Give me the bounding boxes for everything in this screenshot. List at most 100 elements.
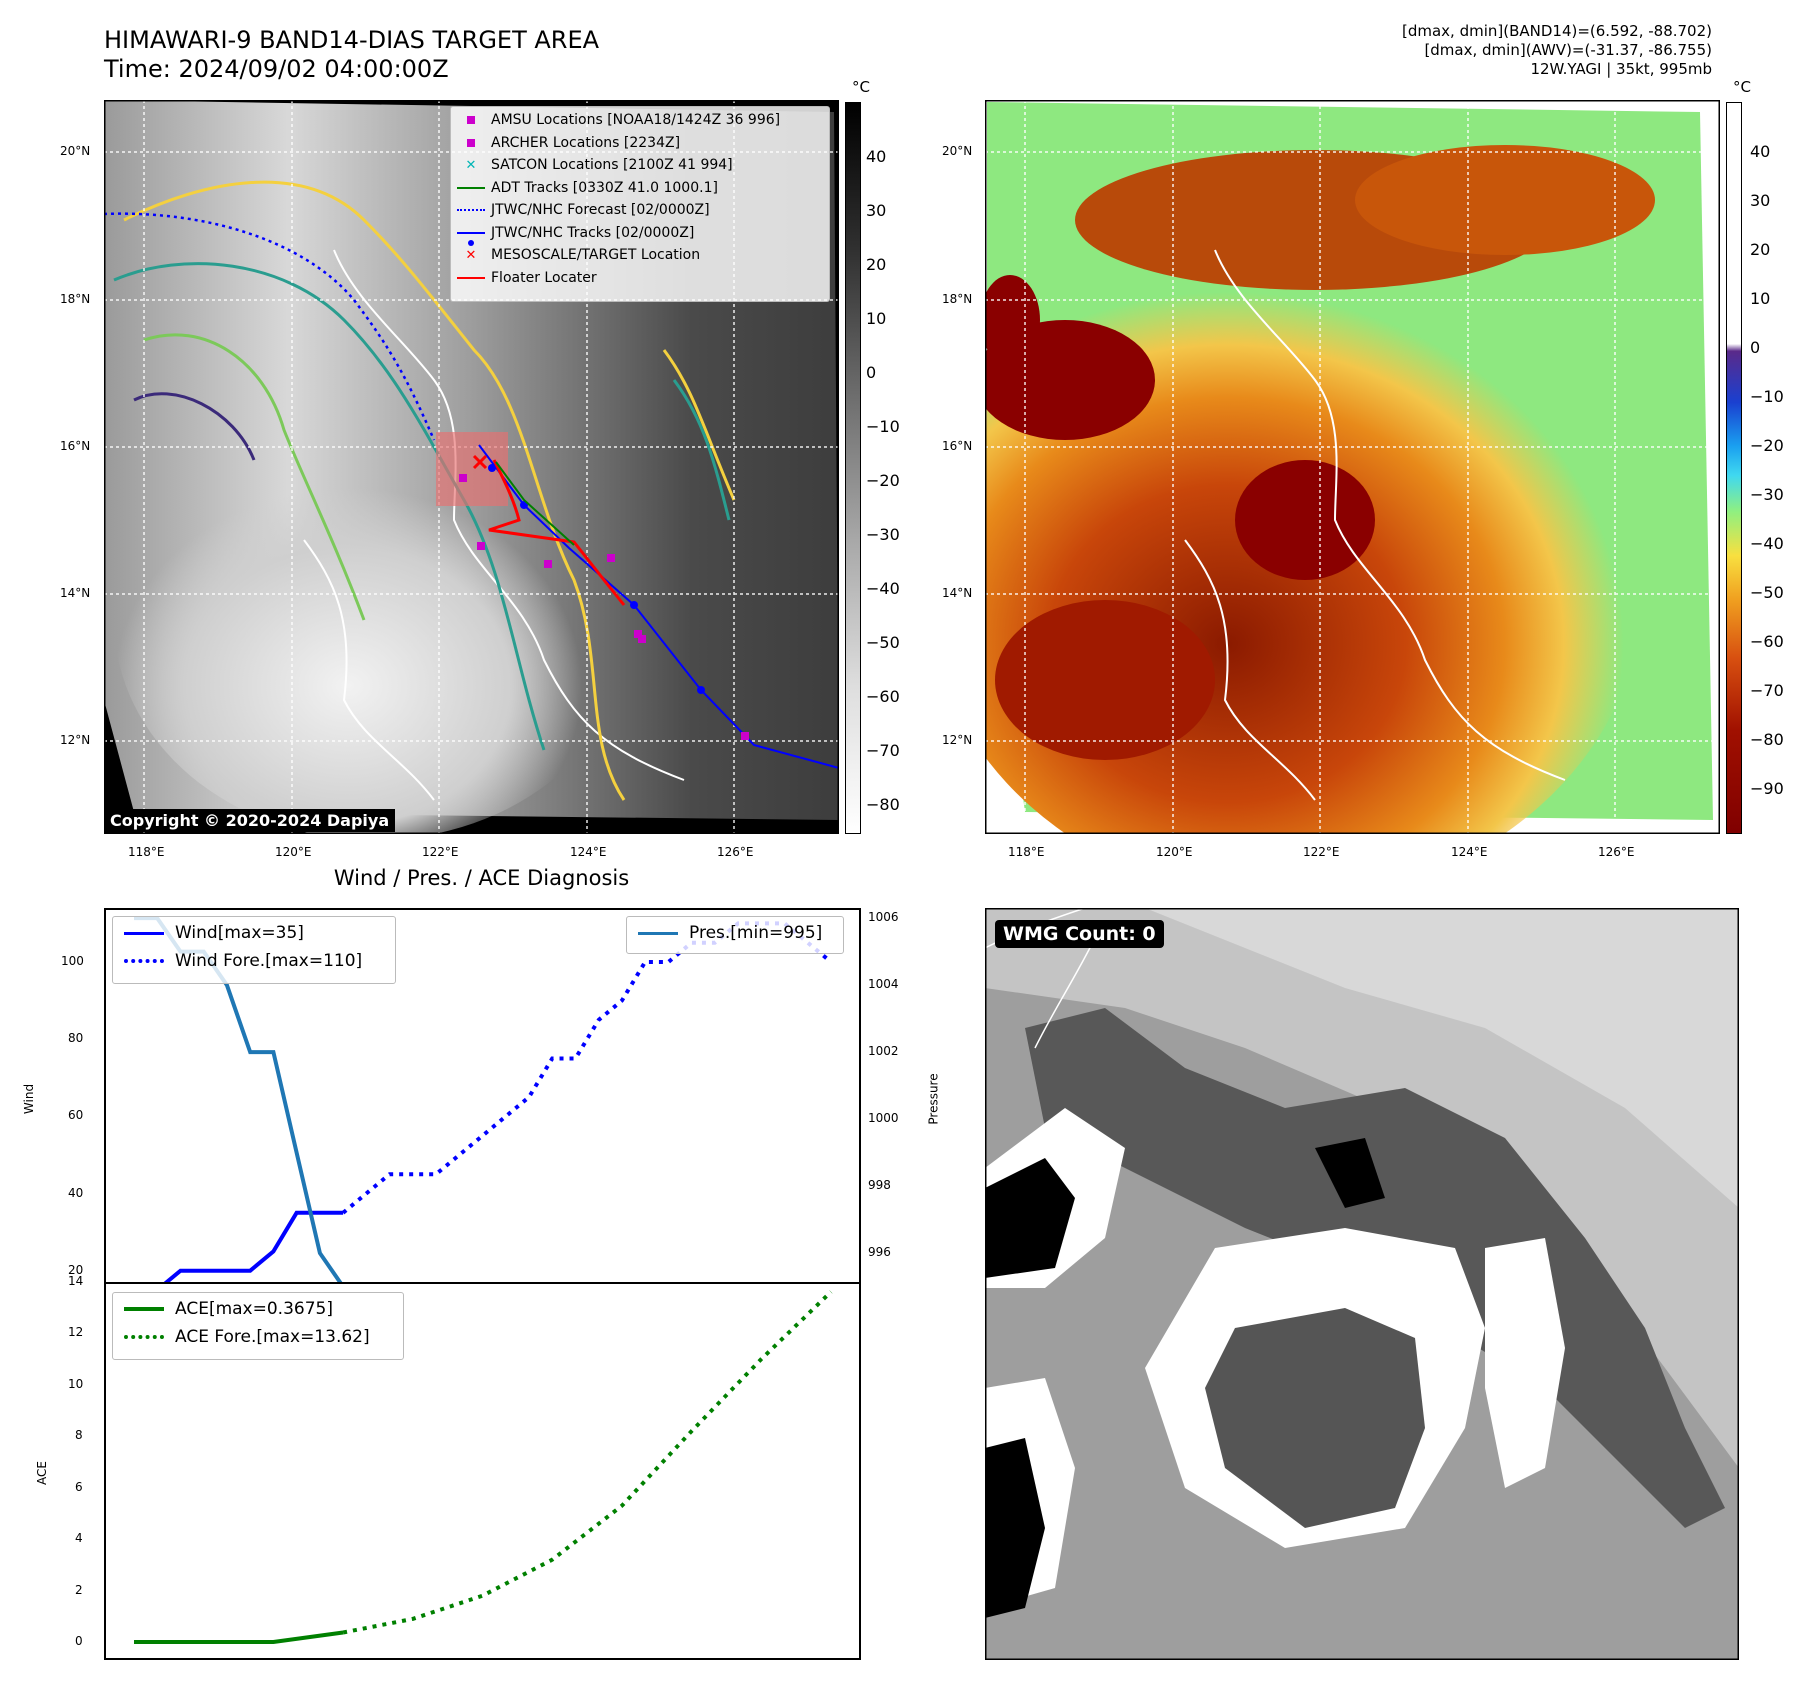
legend-item-tracks: JTWC/NHC Tracks [02/0000Z] [451,222,829,246]
info-line-awv: [dmax, dmin](AWV)=(-31.37, -86.755) [1424,41,1712,59]
colorbar-tick: 10 [1750,289,1771,308]
lon-tick: 118°E [128,845,165,859]
lat-tick: 20°N [942,144,973,158]
y-tick-label: 2 [75,1582,83,1597]
colorbar-tick: 0 [866,363,877,382]
pressure-axis-label: Pressure [926,1073,941,1125]
legend-item-adt: ADT Tracks [0330Z 41.0 1000.1] [451,177,829,200]
colorbar-tick: −60 [866,687,900,706]
colorbar-tick: 30 [866,201,887,220]
legend-item-ace-forecast: ACE Fore.[max=13.62] [113,1323,403,1351]
y-tick-label: 100 [61,954,84,969]
lon-tick: 120°E [1156,845,1193,859]
wind-axis-label: Wind [22,1083,37,1115]
map-legend: AMSU Locations [NOAA18/1424Z 36 996] ARC… [450,106,830,302]
colorbar-unit: °C [852,78,870,96]
colorbar-tick: −30 [866,525,900,544]
lat-tick: 12°N [60,733,91,747]
legend-item-wind-forecast: Wind Fore.[max=110] [113,947,395,975]
x-marker-icon: ✕ [465,157,477,173]
legend-item-ace: ACE[max=0.3675] [113,1295,403,1323]
info-line-band14: [dmax, dmin](BAND14)=(6.592, -88.702) [1401,22,1712,40]
lon-tick: 124°E [1451,845,1488,859]
y2-tick-label: 996 [868,1245,891,1260]
colorbar-tick: −70 [1750,681,1784,700]
colorbar-tick: −80 [1750,730,1784,749]
lon-tick: 126°E [1598,845,1635,859]
colorbar-tick: −30 [1750,485,1784,504]
lat-tick: 16°N [942,439,973,453]
line-dot-icon [451,231,491,246]
lon-tick: 124°E [570,845,607,859]
x-marker-icon: ✕ [465,247,477,263]
colorbar-tick: −50 [866,633,900,652]
lon-tick: 118°E [1008,845,1045,859]
colorbar-tick: 30 [1750,191,1771,210]
legend-item-floater: Floater Locater [451,267,829,290]
wmg-count-badge: WMG Count: 0 [995,920,1164,948]
copyright-label: Copyright © 2020-2024 Dapiya [104,809,396,832]
legend-item-archer: ARCHER Locations [2234Z] [451,132,829,155]
line-icon [451,276,491,279]
y2-tick-label: 998 [868,1178,891,1193]
colorbar-tick: −20 [866,471,900,490]
y-tick-label: 4 [75,1531,83,1546]
awv-colorbar [1726,102,1742,834]
colorbar-tick: 10 [866,309,887,328]
colorbar-tick: 40 [866,147,887,166]
legend-item-amsu: AMSU Locations [NOAA18/1424Z 36 996] [451,109,829,132]
title-line-2: Time: 2024/09/02 04:00:00Z [104,55,449,83]
lat-tick: 14°N [60,586,91,600]
lon-tick: 126°E [717,845,754,859]
colorbar-tick: −90 [1750,779,1784,798]
colorbar-tick: −20 [1750,436,1784,455]
info-line-storm: 12W.YAGI | 35kt, 995mb [1530,60,1712,78]
line-icon [451,186,491,189]
colorbar-tick: −70 [866,741,900,760]
line-icon [113,931,175,935]
y2-tick-label: 1006 [868,910,899,925]
lat-tick: 14°N [942,586,973,600]
legend-item-wind: Wind[max=35] [113,919,395,947]
diagnosis-chart-title: Wind / Pres. / ACE Diagnosis [333,866,630,890]
y-tick-label: 10 [68,1376,84,1391]
square-marker-icon [451,116,491,125]
ace-axis-label: ACE [34,1461,49,1485]
figure-title: HIMAWARI-9 BAND14-DIAS TARGET AREA Time:… [104,26,599,84]
colorbar-tick: −50 [1750,583,1784,602]
lat-tick: 16°N [60,439,91,453]
diagnostic-info: [dmax, dmin](BAND14)=(6.592, -88.702) [d… [1402,22,1712,79]
series-line-1 [342,1290,833,1635]
colorbar-tick: 0 [1750,338,1761,357]
line-icon [113,1307,175,1311]
y2-tick-label: 1000 [868,1111,899,1126]
ir-colorbar [845,102,861,834]
line-icon [627,931,689,935]
series-line-0 [134,1210,344,1290]
colorbar-tick: −80 [866,795,900,814]
y-tick-label: 40 [68,1185,84,1200]
legend-item-pressure: Pres.[min=995] [627,919,843,947]
pressure-legend: Pres.[min=995] [626,916,844,954]
y-tick-label: 80 [68,1031,84,1046]
awv-colorbar-unit: °C [1733,78,1751,96]
colorbar-tick: −40 [1750,534,1784,553]
legend-item-satcon: ✕ SATCON Locations [2100Z 41 994] [451,154,829,177]
y-tick-label: 20 [68,1262,84,1277]
lat-tick: 18°N [942,292,973,306]
y-tick-label: 12 [68,1325,84,1340]
wind-pressure-chart [104,908,861,1290]
colorbar-tick: −10 [1750,387,1784,406]
colorbar-tick: 20 [1750,240,1771,259]
colorbar-tick: 20 [866,255,887,274]
colorbar-tick: 40 [1750,142,1771,161]
lon-tick: 122°E [422,845,459,859]
lat-tick: 12°N [942,733,973,747]
colorbar-tick: −60 [1750,632,1784,651]
y-tick-label: 14 [68,1274,84,1288]
lon-tick: 120°E [275,845,312,859]
lat-tick: 20°N [60,144,91,158]
ace-legend: ACE[max=0.3675] ACE Fore.[max=13.62] [112,1292,404,1360]
square-marker-icon [451,138,491,147]
y-tick-label: 6 [75,1479,83,1494]
